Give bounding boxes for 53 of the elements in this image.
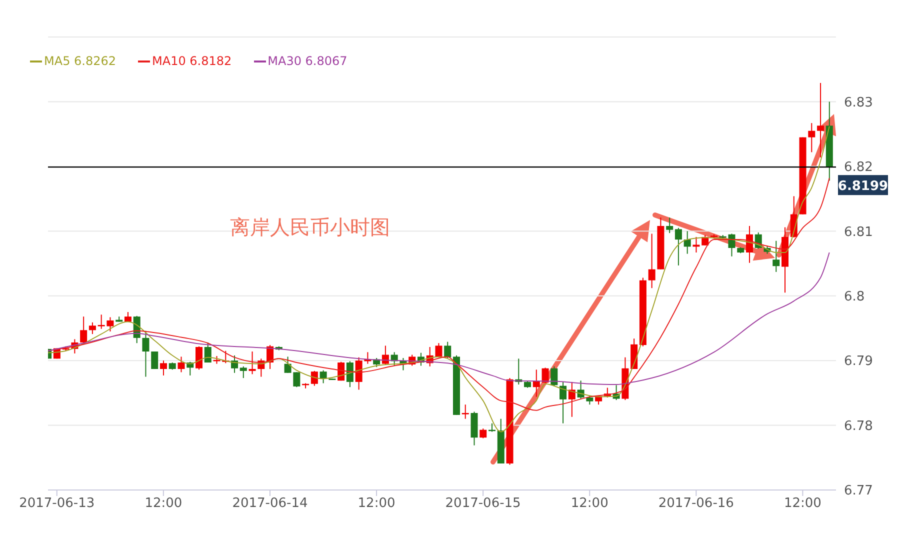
candlestick [240, 366, 247, 379]
candlestick [586, 395, 594, 406]
candlestick [684, 230, 691, 254]
legend-label: MA30 6.8067 [266, 54, 348, 68]
line-series [48, 252, 830, 386]
candlestick [808, 122, 816, 153]
candlestick [142, 330, 150, 378]
candlestick [178, 356, 185, 373]
x-tick-label: 2017-06-16 [658, 496, 734, 512]
y-tick-label: 6.82 [844, 160, 873, 176]
x-tick-label: 12:00 [570, 496, 608, 512]
line-series [48, 178, 830, 411]
x-tick-label: 2017-06-14 [232, 496, 308, 512]
candlestick [480, 428, 487, 439]
candlestick [160, 360, 167, 376]
ref-line-label: 6.8199 [838, 179, 888, 194]
y-tick-label: 6.81 [844, 224, 873, 240]
candlestick [320, 370, 327, 384]
candlestick [151, 351, 158, 370]
candlestick [577, 380, 584, 400]
candlestick [88, 322, 96, 335]
y-tick-label: 6.77 [844, 484, 873, 499]
candlestick [550, 366, 558, 387]
x-tick-label: 12:00 [784, 496, 822, 512]
candlestick [666, 217, 674, 234]
candlestick [80, 316, 88, 345]
candlestick [772, 240, 780, 272]
candlestick [248, 351, 256, 375]
y-tick-label: 6.79 [844, 354, 873, 370]
candlestick [560, 381, 567, 424]
candlestick [674, 227, 682, 266]
x-tick-label: 12:00 [358, 496, 396, 512]
candlestick [204, 342, 212, 364]
candlestick [817, 82, 824, 158]
candlestick [231, 354, 238, 374]
y-tick-label: 6.83 [844, 95, 873, 110]
y-tick-label: 6.78 [844, 418, 873, 434]
candlestick [462, 404, 469, 420]
x-tick-label: 2017-06-15 [445, 496, 521, 512]
candlestick [532, 369, 540, 398]
legend-label: MA5 6.8262 [43, 54, 116, 68]
candlestick [310, 370, 318, 386]
candlestick [648, 233, 656, 289]
legend-label: MA10 6.8182 [151, 54, 232, 68]
candlestick [196, 346, 202, 370]
candlestick [542, 367, 549, 384]
candlestick [692, 236, 700, 253]
x-tick-label: 2017-06-13 [19, 496, 95, 512]
y-tick-label: 6.8 [844, 289, 865, 304]
candlestick [568, 381, 576, 418]
annotation: 离岸人民币小时图 [230, 216, 390, 241]
candlestick [444, 341, 452, 358]
x-tick-label: 12:00 [144, 496, 182, 512]
